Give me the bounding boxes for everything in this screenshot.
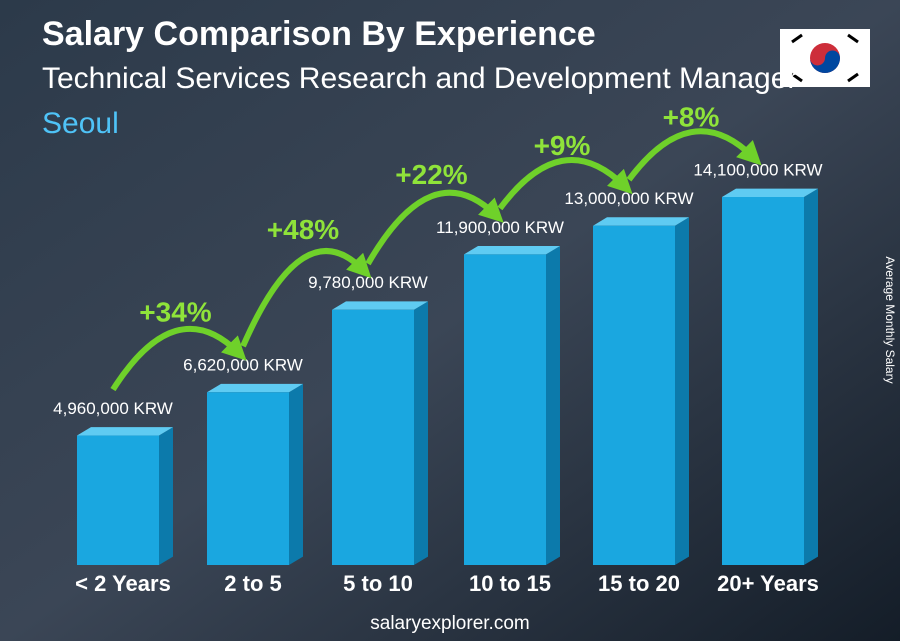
bar (722, 197, 804, 565)
bar-top (593, 217, 689, 226)
change-arrow (497, 157, 633, 211)
bar-top (464, 246, 560, 255)
bar-side (414, 301, 428, 565)
bar-side (804, 188, 818, 565)
bar (332, 309, 414, 565)
bar-top (722, 188, 818, 197)
change-label: +8% (663, 101, 720, 132)
y-axis-label: Average Monthly Salary (883, 256, 897, 383)
value-label: 4,960,000 KRW (53, 399, 173, 418)
change-label: +34% (139, 297, 211, 328)
change-label: +48% (267, 214, 339, 245)
x-tick-label: 20+ Years (717, 571, 819, 596)
value-label: 6,620,000 KRW (183, 356, 303, 375)
source: salaryexplorer.com (370, 613, 529, 634)
change-label: +9% (534, 130, 591, 161)
x-tick-label: < 2 Years (75, 571, 171, 596)
bar-side (546, 246, 560, 566)
change-arrow (626, 128, 762, 182)
subtitle: Technical Services Research and Developm… (42, 62, 797, 95)
x-tick-label: 10 to 15 (469, 571, 551, 596)
bar (593, 225, 675, 565)
x-tick-label: 2 to 5 (224, 571, 281, 596)
flag (780, 29, 870, 87)
bar (207, 392, 289, 565)
change-arrow (240, 248, 372, 348)
bar (77, 435, 159, 565)
value-label: 9,780,000 KRW (308, 273, 428, 292)
value-label: 13,000,000 KRW (564, 189, 693, 208)
value-label: 14,100,000 KRW (693, 160, 822, 179)
bar-side (289, 383, 303, 565)
location: Seoul (42, 107, 119, 140)
value-label: 11,900,000 KRW (436, 218, 564, 237)
chart-title: Salary Comparison By Experience (42, 15, 596, 53)
bar-side (675, 217, 689, 566)
x-tick-label: 5 to 10 (343, 571, 413, 596)
x-tick-label: 15 to 20 (598, 571, 680, 596)
change-label: +22% (395, 159, 467, 190)
change-arrow (110, 325, 247, 392)
bar-top (77, 427, 173, 436)
bar-top (332, 301, 428, 310)
bar (464, 254, 546, 565)
bar-top (207, 383, 303, 393)
change-arrow (365, 189, 504, 266)
bar-side (159, 427, 173, 565)
